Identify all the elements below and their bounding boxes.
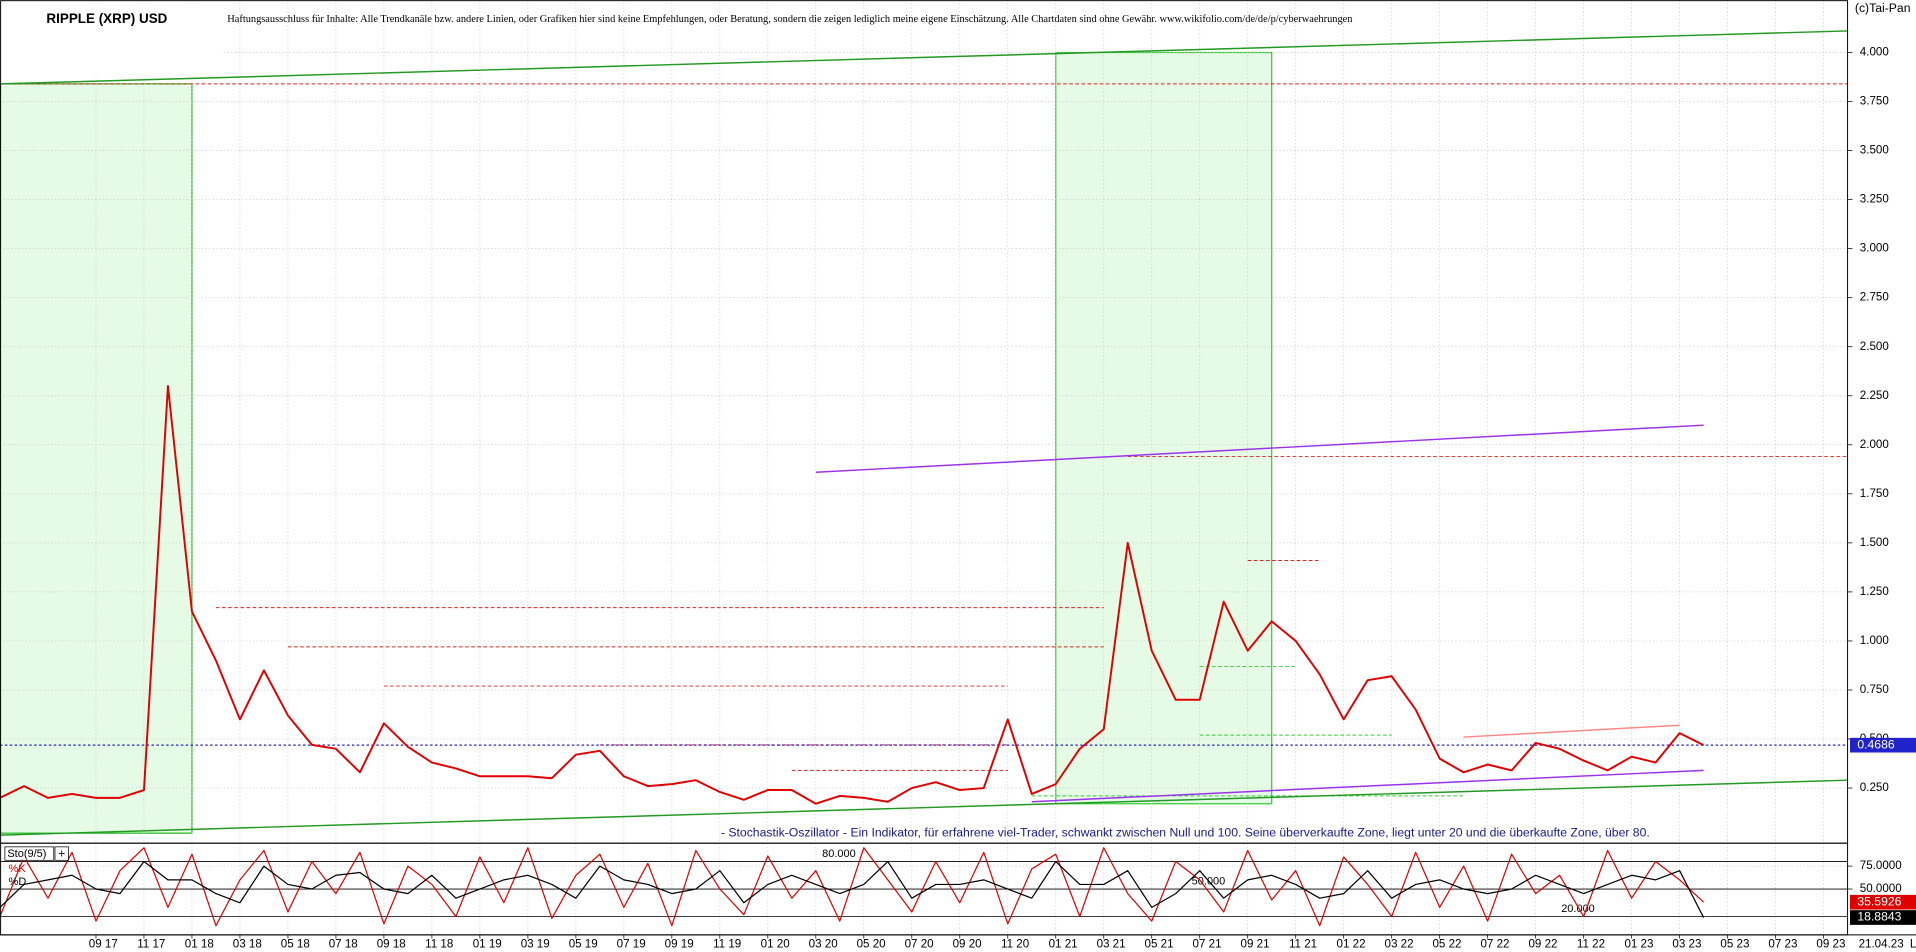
stoch-annotation: - Stochastik-Oszillator - Ein Indikator,…	[721, 826, 1650, 840]
x-tick-label: 03 22	[1385, 938, 1414, 951]
x-tick-label: 07 19	[617, 938, 646, 951]
x-tick-label: 01 18	[185, 938, 214, 951]
data	[0, 384, 1705, 927]
x-tick-label: 03 19	[521, 938, 550, 951]
x-tick-label: 05 22	[1432, 938, 1461, 951]
highlight-zone	[1055, 51, 1273, 805]
series-line	[0, 860, 1705, 918]
title-background	[2, 2, 223, 76]
y-tick-label: 1.250	[1860, 585, 1889, 598]
trend-line	[1031, 769, 1704, 803]
y-tick-label: 0.750	[1860, 683, 1889, 696]
y-tick-label: 1.500	[1860, 536, 1889, 549]
x-tick-label: 05 21	[1145, 938, 1174, 951]
x-tick-label: 09 22	[1528, 938, 1557, 951]
scale-label: L	[1910, 938, 1916, 951]
x-tick-label: 09 19	[665, 938, 694, 951]
y-tick-label: 2.000	[1860, 438, 1889, 451]
x-tick-label: 01 22	[1337, 938, 1366, 951]
y-tick-label: 3.250	[1860, 193, 1889, 206]
trend-line	[1463, 724, 1680, 738]
x-tick-label: 03 20	[809, 938, 838, 951]
x-tick-label: 01 19	[473, 938, 502, 951]
stoch-toggle-icon[interactable]: +	[58, 846, 65, 860]
trend-line	[815, 424, 1704, 473]
stoch-toggle[interactable]	[54, 846, 69, 861]
x-tick-label: 03 23	[1672, 938, 1701, 951]
x-tick-label: 01 23	[1624, 938, 1653, 951]
y-tick-label: 3.750	[1860, 95, 1889, 108]
stoch-value-box	[1850, 894, 1916, 910]
x-tick-label: 01 21	[1049, 938, 1078, 951]
x-tick-label: 09 20	[953, 938, 982, 951]
x-tick-label: 03 18	[233, 938, 262, 951]
x-tick-label: 07 22	[1480, 938, 1509, 951]
y-tick-label: 3.000	[1860, 242, 1889, 255]
y-tick-label: 0.250	[1860, 781, 1889, 794]
y-tick-label: 3.500	[1860, 144, 1889, 157]
trend-line	[0, 30, 1848, 85]
x-tick-label: 07 23	[1768, 938, 1797, 951]
y-tick-label: 50.0000	[1860, 882, 1902, 895]
trend-line	[0, 779, 1848, 836]
date-label: 21.04.23	[1859, 938, 1904, 951]
y-tick-label: 1.750	[1860, 487, 1889, 500]
x-tick-label: 09 18	[377, 938, 406, 951]
series-line	[0, 384, 1705, 805]
x-tick-label: 11 17	[137, 938, 165, 951]
series-line	[0, 847, 1705, 927]
stoch-level-label: 20.000	[1561, 903, 1595, 915]
x-tick-label: 01 20	[761, 938, 790, 951]
x-tick-label: 05 18	[281, 938, 310, 951]
current-price-label: 0.4686	[1857, 737, 1895, 751]
x-tick-label: 07 18	[329, 938, 358, 951]
x-tick-label: 05 20	[857, 938, 886, 951]
x-tick-label: 11 20	[1001, 938, 1029, 951]
x-tick-label: 11 18	[425, 938, 453, 951]
x-tick-label: 11 19	[713, 938, 741, 951]
source-label: (c)Tai-Pan	[1855, 1, 1911, 15]
x-tick-label: 07 20	[905, 938, 934, 951]
y-tick-label: 2.500	[1860, 340, 1889, 353]
x-tick-label: 05 23	[1720, 938, 1749, 951]
stoch-title-box	[4, 846, 55, 861]
plot-background	[0, 51, 1273, 834]
disclaimer: Haftungsausschluss für Inhalte: Alle Tre…	[227, 14, 1353, 25]
stoch-level-label: 80.000	[822, 848, 856, 860]
x-tick-label: 09 23	[1816, 938, 1845, 951]
stoch-value-label: 35.5926	[1857, 894, 1901, 908]
grid	[0, 0, 1848, 935]
x-tick-label: 07 21	[1193, 938, 1222, 951]
legend-entry: %K	[9, 863, 27, 875]
chart-title: RIPPLE (XRP) USD	[46, 11, 167, 26]
current-price-box	[1850, 737, 1916, 753]
y-tick-label: 2.250	[1860, 389, 1889, 402]
x-tick-label: 09 21	[1241, 938, 1270, 951]
y-tick-label: 1.000	[1860, 634, 1889, 647]
stoch-title: Sto(9/5)	[7, 848, 46, 860]
stoch-value-label: 18.8843	[1857, 910, 1901, 924]
x-tick-label: 11 22	[1577, 938, 1605, 951]
legend-entry: %D	[9, 876, 27, 888]
stoch-value-box	[1850, 910, 1916, 925]
x-tick-label: 05 19	[569, 938, 598, 951]
x-tick-label: 11 21	[1289, 938, 1317, 951]
x-tick-label: 09 17	[89, 938, 118, 951]
y-tick-label: 75.0000	[1860, 859, 1902, 872]
x-tick-label: 03 21	[1097, 938, 1126, 951]
y-tick-label: 2.750	[1860, 291, 1889, 304]
y-tick-label: 4.000	[1860, 46, 1889, 59]
